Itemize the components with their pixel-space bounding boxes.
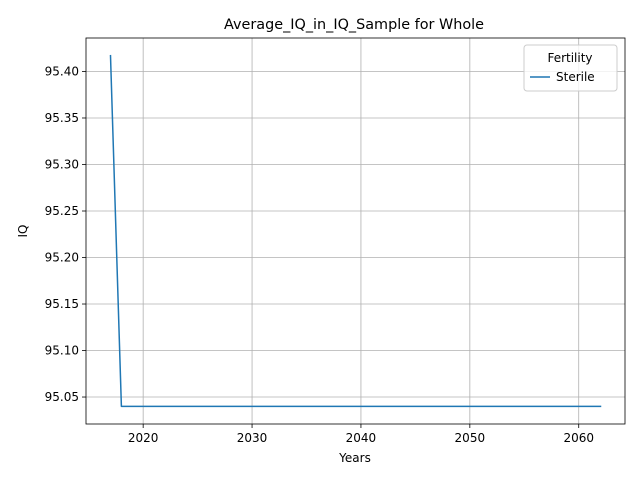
- legend-label-sterile: Sterile: [556, 70, 595, 84]
- x-tick-label: 2030: [237, 431, 268, 445]
- y-tick-label: 95.25: [45, 204, 79, 218]
- y-ticks: 95.05 95.10 95.15 95.20 95.25 95.30 95.35 95.40: [45, 64, 86, 404]
- legend: Fertility Sterile: [523, 44, 618, 92]
- series-layer: [109, 54, 602, 408]
- y-tick-label: 95.35: [45, 111, 79, 125]
- y-tick-label: 95.20: [45, 251, 79, 265]
- plot-frame: [85, 37, 626, 425]
- x-tick-label: 2060: [563, 431, 594, 445]
- x-axis-label: Years: [338, 451, 371, 465]
- chart-title: Average_IQ_in_IQ_Sample for Whole: [224, 17, 484, 33]
- x-tick-label: 2050: [455, 431, 486, 445]
- y-tick-label: 95.15: [45, 297, 79, 311]
- legend-title: Fertility: [547, 51, 592, 65]
- y-tick-label: 95.05: [45, 390, 79, 404]
- x-ticks: 2020 2030 2040 2050 2060: [128, 424, 594, 445]
- x-tick-label: 2020: [128, 431, 159, 445]
- series-line-sterile: [109, 54, 602, 408]
- y-tick-label: 95.10: [45, 344, 79, 358]
- grid-layer: [86, 38, 625, 424]
- y-tick-label: 95.30: [45, 157, 79, 171]
- y-axis-label: IQ: [16, 225, 30, 238]
- y-tick-label: 95.40: [45, 64, 79, 78]
- legend-box: [523, 44, 618, 92]
- x-tick-label: 2040: [346, 431, 377, 445]
